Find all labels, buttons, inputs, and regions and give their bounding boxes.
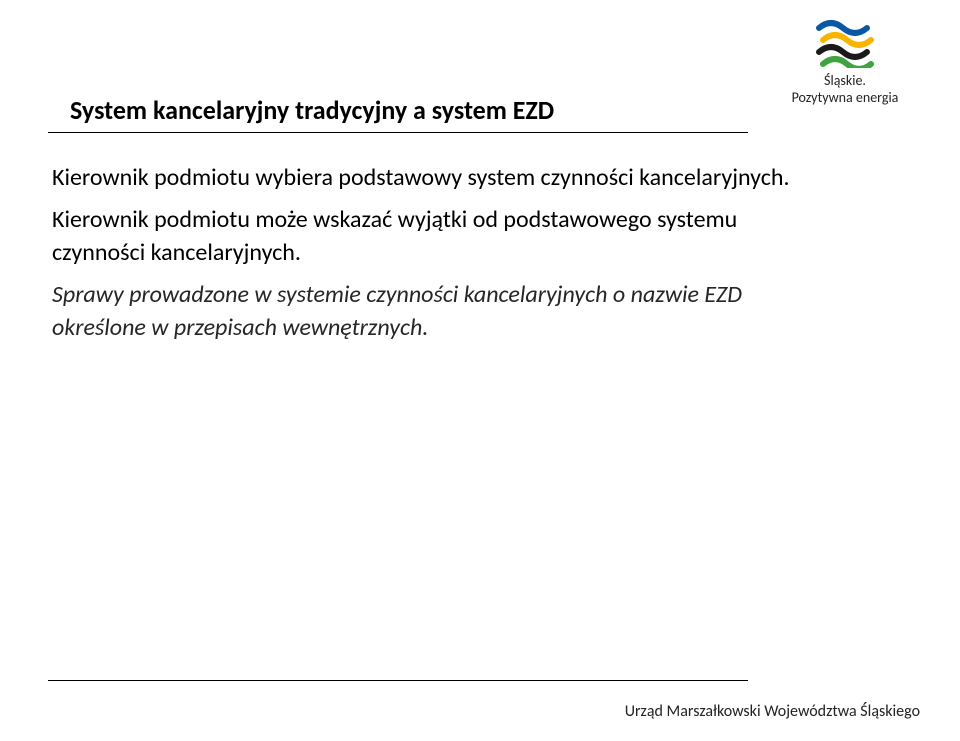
logo-waves-icon (813, 18, 877, 68)
body-paragraph: Kierownik podmiotu wybiera podstawowy sy… (52, 162, 812, 194)
footer-rule (48, 680, 748, 681)
slide: Śląskie. Pozytywna energia System kancel… (0, 0, 960, 741)
title-rule (48, 132, 748, 133)
title-block: System kancelaryjny tradycyjny a system … (70, 94, 760, 126)
logo-text-line2: Pozytywna energia (770, 89, 920, 106)
logo-block: Śląskie. Pozytywna energia (770, 18, 920, 106)
body-paragraph-italic: Sprawy prowadzone w systemie czynności k… (52, 279, 812, 344)
logo-text-line1: Śląskie. (770, 72, 920, 89)
body-paragraph: Kierownik podmiotu może wskazać wyjątki … (52, 204, 812, 269)
footer-text: Urząd Marszałkowski Województwa Śląskieg… (625, 702, 920, 721)
page-title: System kancelaryjny tradycyjny a system … (70, 94, 760, 126)
body-block: Kierownik podmiotu wybiera podstawowy sy… (52, 162, 812, 354)
